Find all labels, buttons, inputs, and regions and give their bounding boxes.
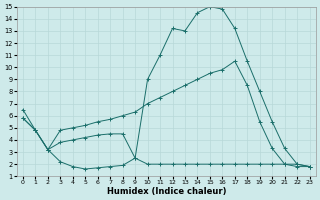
X-axis label: Humidex (Indice chaleur): Humidex (Indice chaleur) <box>107 187 226 196</box>
